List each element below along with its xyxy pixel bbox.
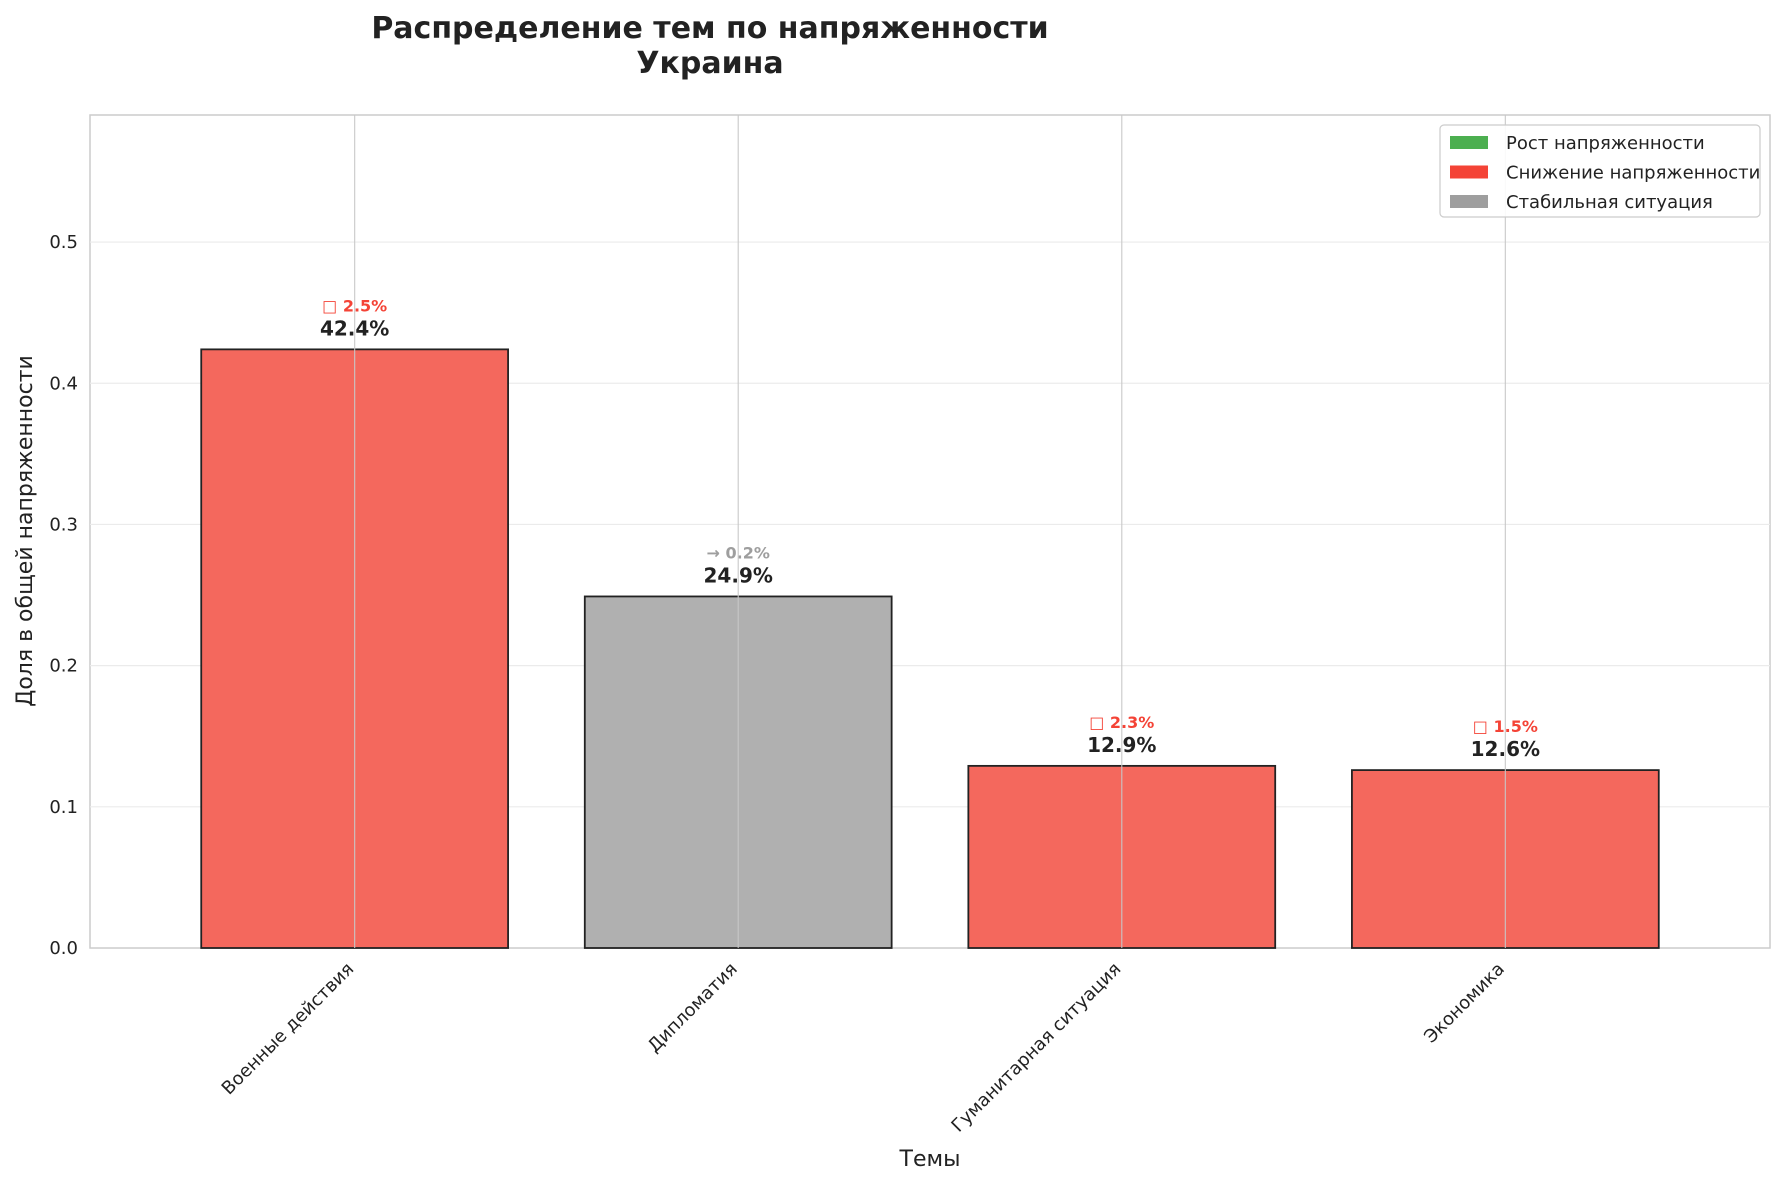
legend-label: Стабильная ситуация xyxy=(1506,192,1713,213)
y-tick-label: 0.3 xyxy=(49,514,78,535)
x-tick-label: Военные действия xyxy=(218,959,359,1100)
legend-swatch xyxy=(1450,165,1488,179)
x-tick-label: Дипломатия xyxy=(644,959,742,1057)
y-axis-label: Доля в общей напряженности xyxy=(13,355,38,707)
legend-label: Снижение напряженности xyxy=(1506,163,1760,184)
y-tick-label: 0.1 xyxy=(49,797,78,818)
y-tick-label: 0.2 xyxy=(49,656,78,677)
chart-title: Распределение тем по напряженности xyxy=(371,11,1048,46)
y-tick-label: 0.4 xyxy=(49,373,78,394)
x-tick-label: Экономика xyxy=(1420,959,1509,1048)
legend-swatch xyxy=(1450,195,1488,208)
chart-subtitle: Украина xyxy=(636,46,783,81)
x-axis-label: Темы xyxy=(899,1147,961,1172)
ytick-layer: 0.0 0.1 0.2 0.3 0.4 0.5 xyxy=(49,232,78,959)
legend-box xyxy=(1439,124,1761,218)
legend-swatch xyxy=(1450,136,1488,149)
xtick-layer: Военные действия Дипломатия Гуманитарная с… xyxy=(218,959,1509,1137)
x-tick-label: Гуманитарная ситуация xyxy=(947,959,1125,1137)
legend: Рост напряженности Снижение напряженности… xyxy=(1439,124,1761,218)
legend-label: Рост напряженности xyxy=(1506,133,1705,154)
vgrid-layer xyxy=(354,115,1506,948)
y-tick-label: 0.0 xyxy=(49,938,78,959)
y-tick-label: 0.5 xyxy=(49,232,78,253)
